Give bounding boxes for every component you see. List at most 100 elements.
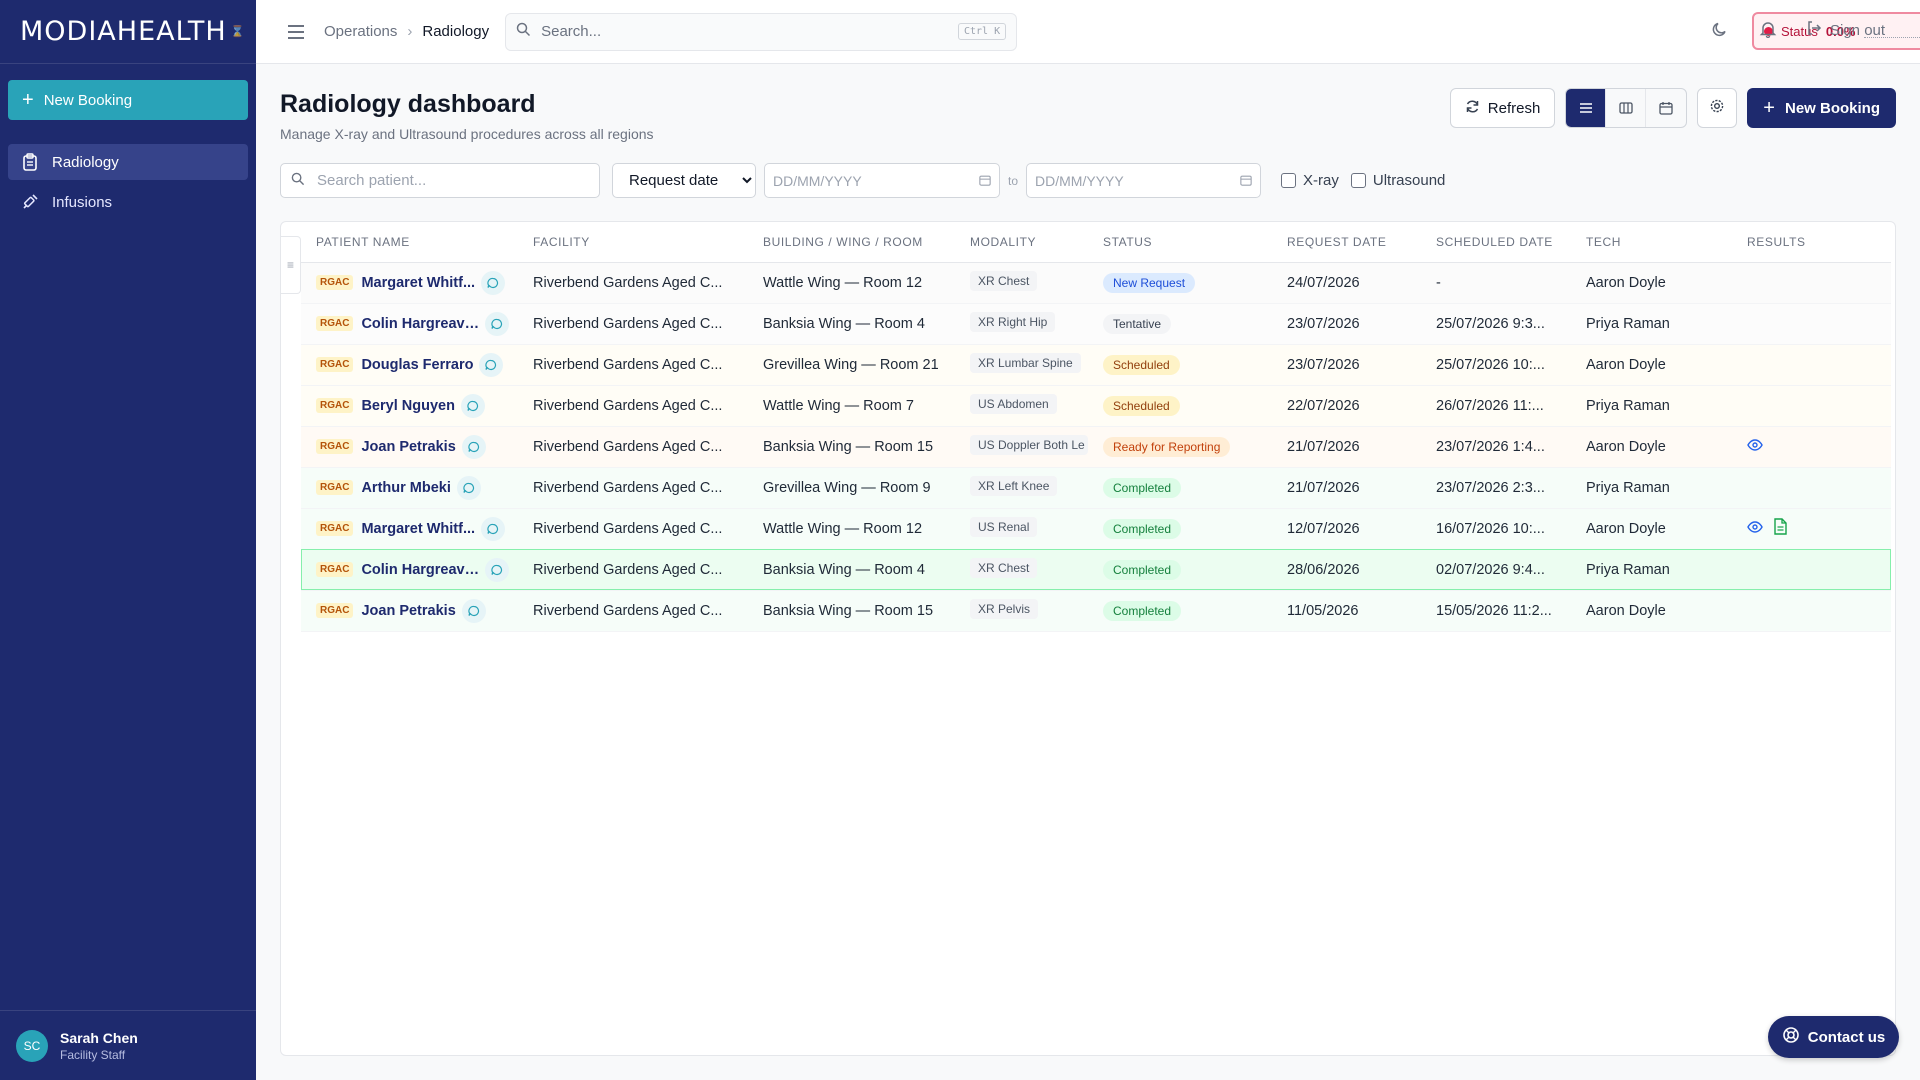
column-header[interactable]: PATIENT NAME [301,222,533,263]
user-profile[interactable]: SC Sarah Chen Facility Staff [0,1010,256,1080]
calendar-icon[interactable] [1240,173,1252,189]
patient-name-link[interactable]: Joan Petrakis [361,602,456,619]
status-indicator[interactable]: Status 0.0% [1752,12,1920,50]
cell-tech: Priya Raman [1586,549,1747,591]
chat-bubble-icon[interactable] [456,475,481,500]
patient-name-link[interactable]: Arthur Mbeki [361,479,451,496]
cell-request-date: 28/06/2026 [1287,549,1436,591]
patient-name-link[interactable]: Douglas Ferraro [361,356,474,373]
cell-modality: XR Lumbar Spine [970,344,1103,386]
settings-button[interactable] [1697,88,1738,128]
cell-modality: XR Right Hip [970,303,1103,345]
column-header[interactable]: TECH [1586,222,1747,263]
chat-bubble-icon[interactable] [485,311,510,336]
patient-name-link[interactable]: Colin Hargreaves [361,561,480,578]
filter-bar: Search patient... Request date DD/MM/YYY… [280,163,1445,198]
column-header[interactable]: REQUEST DATE [1287,222,1436,263]
checkbox-box[interactable] [1281,173,1297,188]
logo[interactable]: MODIAHEALTH ⌛ [0,0,256,64]
view-result-eye-icon[interactable] [1747,520,1763,537]
new-booking-button[interactable]: + New Booking [1747,88,1896,128]
cell-status: Completed [1103,549,1287,591]
column-header[interactable]: FACILITY [533,222,763,263]
facility-name: Riverbend Gardens Aged C... [533,602,723,619]
ultrasound-checkbox[interactable]: Ultrasound [1350,172,1445,189]
table-row[interactable]: RGAC Colin Hargreaves Riverbend Gardens Ag… [301,303,1891,345]
sidebar-new-booking-button[interactable]: + New Booking [8,80,248,120]
column-header[interactable]: STATUS [1103,222,1287,263]
table-row[interactable]: RGAC Beryl Nguyen Riverbend Gardens Aged C… [301,385,1891,427]
date-to-placeholder: DD/MM/YYYY [1035,172,1124,189]
patient-search-input[interactable]: Search patient... [280,163,600,198]
chat-bubble-icon[interactable] [479,352,504,377]
chat-bubble-icon[interactable] [481,270,506,295]
column-header[interactable]: MODALITY [970,222,1103,263]
chat-bubble-icon[interactable] [461,434,486,459]
date-from-input[interactable]: DD/MM/YYYY [764,163,1000,198]
cell-modality: US Abdomen [970,385,1103,427]
chat-bubble-icon[interactable] [461,598,486,623]
cell-results [1747,549,1891,591]
list-view-icon[interactable] [1566,89,1607,127]
table-row[interactable]: RGAC Colin Hargreaves Riverbend Gardens Ag… [301,549,1891,591]
date-to-input[interactable]: DD/MM/YYYY [1026,163,1262,198]
chat-bubble-icon[interactable] [485,557,510,582]
sidebar-item-radiology[interactable]: Radiology [8,144,248,180]
cell-scheduled-date: 25/07/2026 10:... [1436,344,1586,386]
date-field-select[interactable]: Request date [612,163,756,198]
sidebar-item-infusions[interactable]: Infusions [8,184,248,220]
cell-facility: Riverbend Gardens Aged C... [533,426,763,468]
moon-icon[interactable] [1708,20,1732,44]
breadcrumb-operations[interactable]: Operations [324,23,398,40]
menu-icon[interactable] [284,20,308,44]
column-header[interactable]: BUILDING / WING / ROOM [763,222,970,263]
table-row[interactable]: RGAC Margaret Whitf... Riverbend Gardens A… [301,508,1891,550]
scheduled-date: - [1436,274,1441,291]
xray-checkbox[interactable]: X-ray [1281,172,1339,189]
table-row[interactable]: RGAC Arthur Mbeki Riverbend Gardens Aged C… [301,467,1891,509]
brand-name: MODIAHEALTH [20,16,227,47]
modality-badge: US Doppler Both Le [970,434,1088,455]
sign-out-button[interactable]: Sign out [1806,20,1885,40]
facility-tag-badge: RGAC [316,357,354,372]
calendar-view-icon[interactable] [1646,89,1686,127]
patient-name-link[interactable]: Margaret Whitf... [361,520,476,537]
table-row[interactable]: RGAC Margaret Whitf... Riverbend Gardens A… [301,262,1891,304]
table-header-row: PATIENT NAME FACILITY BUILDING / WING / RO… [301,222,1891,263]
column-header[interactable]: RESULTS [1747,222,1891,263]
chat-bubble-icon[interactable] [481,516,506,541]
checkbox-box[interactable] [1350,173,1366,188]
status-badge: Completed [1103,559,1182,580]
facility-tag-badge: RGAC [316,316,354,331]
table-row[interactable]: RGAC Joan Petrakis Riverbend Gardens Aged … [301,426,1891,468]
table-row[interactable]: RGAC Douglas Ferraro Riverbend Gardens Age… [301,344,1891,386]
columns-view-icon[interactable] [1606,89,1647,127]
cell-patient: RGAC Margaret Whitf... [301,262,533,304]
patient-name-link[interactable]: Margaret Whitf... [361,274,476,291]
refresh-button[interactable]: Refresh [1449,88,1556,128]
global-search-input[interactable]: Search... Ctrl K [505,12,1018,51]
contact-us-button[interactable]: Contact us [1768,1016,1899,1058]
xray-label: X-ray [1303,172,1339,189]
view-result-eye-icon[interactable] [1747,438,1763,455]
bell-icon[interactable] [1756,20,1780,44]
modality-badge: US Abdomen [970,393,1057,414]
patient-name-link[interactable]: Beryl Nguyen [361,397,455,414]
cell-status: Scheduled [1103,344,1287,386]
chat-bubble-icon[interactable] [460,393,485,418]
calendar-icon[interactable] [979,173,991,189]
status-badge: Tentative [1103,313,1172,334]
status-dot-icon [1764,26,1773,36]
column-header[interactable]: SCHEDULED DATE [1436,222,1586,263]
new-booking-label: New Booking [1784,99,1880,117]
modality-badge: XR Lumbar Spine [970,352,1081,373]
report-document-icon[interactable] [1773,518,1787,539]
patient-name-link[interactable]: Joan Petrakis [361,438,456,455]
facility-name: Riverbend Gardens Aged C... [533,274,723,291]
search-placeholder: Search... [541,23,602,40]
cell-status: Tentative [1103,303,1287,345]
patient-name-link[interactable]: Colin Hargreaves [361,315,480,332]
cell-facility: Riverbend Gardens Aged C... [533,344,763,386]
drag-handle-icon[interactable]: ≡ [281,236,301,294]
table-row[interactable]: RGAC Joan Petrakis Riverbend Gardens Aged … [301,590,1891,632]
